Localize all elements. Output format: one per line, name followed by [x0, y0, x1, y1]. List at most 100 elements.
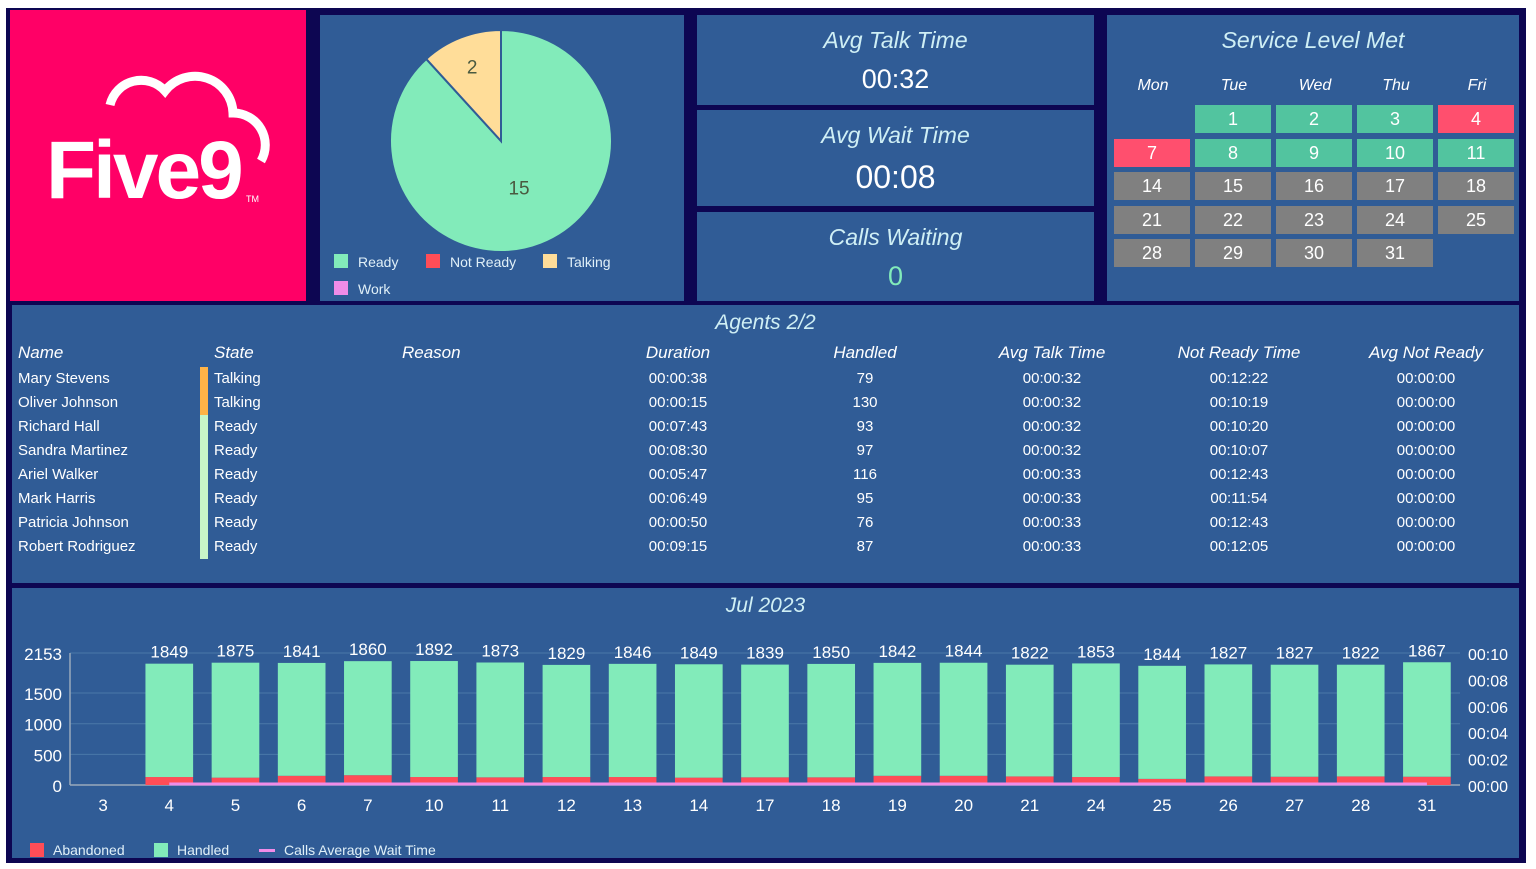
x-tick: 14	[689, 796, 708, 815]
day-of-week-fri: Fri	[1467, 77, 1487, 94]
calendar-day[interactable]: 25	[1438, 205, 1514, 234]
legend-swatch	[426, 254, 440, 268]
calendar-day[interactable]: 24	[1357, 205, 1433, 234]
table-cell: 00:00:00	[1396, 418, 1456, 435]
table-cell: Ready	[200, 487, 334, 511]
bar-value-label: 1841	[283, 642, 321, 661]
table-cell: 00:10:19	[1209, 394, 1269, 411]
table-cell: 00:00:32	[1022, 442, 1082, 459]
calendar-day[interactable]: 14	[1114, 172, 1190, 200]
column-header[interactable]: Reason	[402, 343, 461, 362]
table-cell: 00:00:15	[648, 394, 708, 411]
bar-value-label: 1822	[1011, 644, 1049, 663]
svg-text:TM: TM	[246, 194, 259, 204]
legend-item-handled: Handled	[154, 842, 229, 858]
column-header[interactable]: Avg Talk Time	[998, 343, 1106, 362]
x-tick: 13	[623, 796, 642, 815]
table-cell: Ariel Walker	[18, 466, 99, 483]
table-cell: 00:08:30	[648, 442, 708, 459]
table-cell: Ready	[200, 415, 334, 439]
calendar-day[interactable]: 2	[1276, 105, 1352, 133]
calendar-day[interactable]: 23	[1276, 205, 1352, 234]
table-cell: 95	[856, 490, 874, 507]
bar-handled	[1403, 662, 1451, 777]
y-right-tick: 00:00	[1468, 779, 1508, 796]
table-cell: 00:00:32	[1022, 418, 1082, 435]
column-header[interactable]: Duration	[645, 343, 711, 362]
calendar-day[interactable]: 22	[1195, 205, 1271, 234]
bar-value-label: 1844	[945, 642, 983, 661]
table-cell: 76	[856, 514, 874, 531]
calendar-day[interactable]: 1	[1195, 105, 1271, 133]
table-cell	[402, 439, 602, 463]
x-tick: 6	[297, 796, 306, 815]
legend-swatch	[543, 254, 557, 268]
y-left-tick: 1000	[24, 716, 62, 735]
column-avg-talk-time: Avg Talk Time 00:00:32 00:00:32 00:00:32 00:…	[977, 341, 1127, 559]
bar-abandoned	[1138, 778, 1186, 785]
x-tick: 21	[1020, 796, 1039, 815]
table-cell: 93	[856, 418, 874, 435]
y-left-tick: 500	[34, 746, 62, 765]
calendar-day[interactable]: 18	[1438, 172, 1514, 200]
legend-swatch	[154, 843, 168, 857]
x-tick: 26	[1219, 796, 1238, 815]
table-cell: Mary Stevens	[18, 370, 110, 387]
calendar-day[interactable]: 8	[1195, 138, 1271, 167]
x-tick: 20	[954, 796, 973, 815]
bar-value-label: 1875	[217, 642, 255, 661]
column-handled: Handled 79 130 93 97 116 95 76 87	[790, 341, 940, 559]
table-cell: Mark Harris	[18, 490, 96, 507]
table-cell: 116	[853, 466, 877, 483]
calendar-day[interactable]: 28	[1114, 239, 1190, 267]
calendar-day[interactable]: 11	[1438, 138, 1514, 167]
table-cell: 00:10:07	[1209, 442, 1269, 459]
calendar-day[interactable]: 10	[1357, 138, 1433, 167]
table-cell: Ready	[200, 439, 334, 463]
calendar-day[interactable]: 3	[1357, 105, 1433, 133]
bar-value-label: 1867	[1408, 641, 1446, 660]
calendar-day[interactable]: 7	[1114, 138, 1190, 167]
bar-handled	[1005, 664, 1054, 777]
table-cell: Ready	[200, 535, 334, 559]
bar-value-label: 1846	[614, 643, 652, 662]
calendar-day[interactable]: 29	[1195, 239, 1271, 267]
bar-value-label: 1873	[481, 642, 519, 661]
bar-abandoned	[1336, 776, 1385, 785]
table-cell: 00:00:00	[1396, 394, 1456, 411]
column-duration: Duration 00:00:38 00:00:15 00:07:43 00:08:30…	[603, 341, 753, 559]
bar-handled	[476, 662, 525, 778]
bar-handled	[674, 664, 723, 778]
calendar-day[interactable]: 9	[1276, 138, 1352, 167]
bar-value-label: 1842	[878, 642, 916, 661]
kpi-title: Calls Waiting	[828, 224, 963, 250]
column-header[interactable]: Not Ready Time	[1177, 343, 1301, 362]
calendar-day[interactable]: 4	[1438, 105, 1514, 133]
calendar-day[interactable]: 15	[1195, 172, 1271, 200]
column-header[interactable]: Name	[18, 343, 64, 362]
calendar-day[interactable]: 17	[1357, 172, 1433, 200]
column-reason: Reason	[402, 341, 602, 559]
bar-handled	[807, 663, 856, 778]
calendar-day[interactable]: 30	[1276, 239, 1352, 267]
pie-slice-label: 15	[508, 179, 529, 200]
five9-logo: Five9 TM	[10, 10, 306, 301]
table-cell	[402, 535, 602, 559]
table-cell: 00:00:32	[1022, 394, 1082, 411]
y-right-tick: 00:08	[1468, 673, 1508, 690]
x-tick: 25	[1153, 796, 1172, 815]
column-header[interactable]: Avg Not Ready	[1368, 343, 1484, 362]
calendar-day[interactable]: 16	[1276, 172, 1352, 200]
calendar-day[interactable]: 31	[1357, 239, 1433, 267]
column-header[interactable]: Handled	[833, 343, 897, 362]
bar-abandoned	[542, 777, 591, 785]
bar-abandoned	[410, 777, 458, 785]
column-header[interactable]: State	[214, 343, 254, 362]
legend-label: Handled	[177, 842, 230, 858]
bar-abandoned	[1204, 776, 1253, 785]
bar-value-label: 1822	[1342, 644, 1380, 663]
table-cell: 00:00:32	[1022, 370, 1082, 387]
calendar-day[interactable]: 21	[1114, 205, 1190, 234]
legend-label: Not Ready	[450, 254, 516, 270]
bar-handled	[410, 661, 458, 778]
